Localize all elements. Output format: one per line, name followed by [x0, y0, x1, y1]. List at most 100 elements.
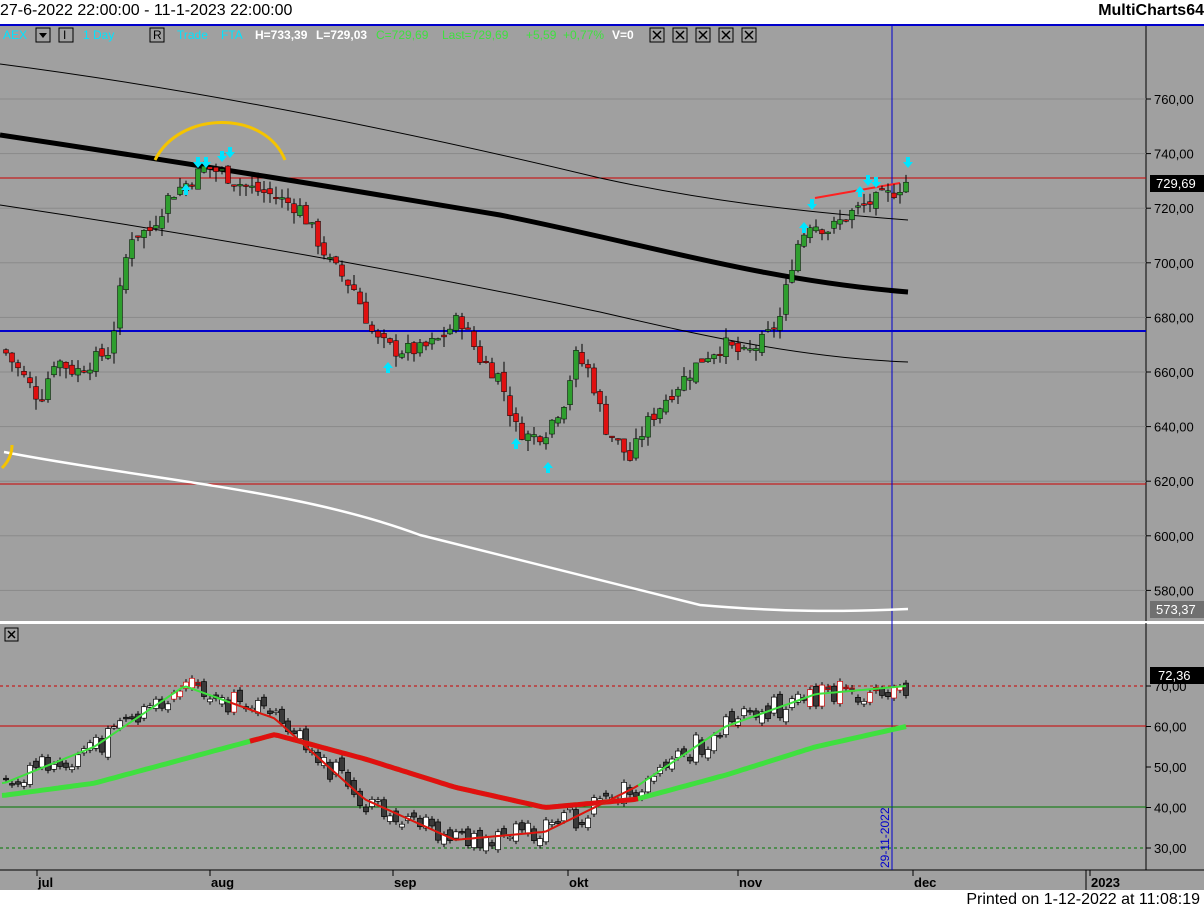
- candle-body[interactable]: [603, 403, 609, 435]
- candle-body[interactable]: [831, 220, 837, 229]
- candle-body[interactable]: [543, 437, 549, 445]
- candle-body[interactable]: [807, 227, 813, 239]
- close-icon[interactable]: [698, 30, 708, 40]
- range-icon-box[interactable]: [149, 27, 165, 43]
- candle-body[interactable]: [75, 368, 81, 376]
- candle-body[interactable]: [189, 184, 195, 187]
- candle-body[interactable]: [783, 284, 789, 315]
- toolbar-close-box[interactable]: [718, 27, 734, 43]
- candle-body[interactable]: [837, 219, 843, 225]
- candle-body[interactable]: [327, 257, 333, 260]
- candle-body[interactable]: [333, 256, 339, 264]
- candle-body[interactable]: [471, 331, 477, 347]
- candle-body[interactable]: [879, 188, 885, 191]
- indicator-close-box[interactable]: [4, 627, 19, 642]
- toolbar-close-box[interactable]: [741, 27, 757, 43]
- candle-body[interactable]: [591, 367, 597, 394]
- candle-body[interactable]: [297, 205, 303, 216]
- candle-body[interactable]: [897, 191, 903, 196]
- candle-body[interactable]: [45, 378, 51, 400]
- candle-body[interactable]: [15, 362, 21, 369]
- candle-body[interactable]: [159, 216, 165, 229]
- close-icon[interactable]: [744, 30, 754, 40]
- candle-body[interactable]: [597, 391, 603, 405]
- candle-body[interactable]: [657, 408, 663, 419]
- candle-body[interactable]: [843, 219, 849, 222]
- candle-body[interactable]: [585, 364, 591, 369]
- candle-body[interactable]: [117, 285, 123, 329]
- candle-body[interactable]: [315, 220, 321, 247]
- candle-body[interactable]: [501, 371, 507, 392]
- candle-body[interactable]: [483, 360, 489, 363]
- candle-body[interactable]: [129, 239, 135, 259]
- candle-body[interactable]: [723, 337, 729, 357]
- candle-body[interactable]: [747, 348, 753, 351]
- candle-body[interactable]: [573, 350, 579, 380]
- candle-body[interactable]: [477, 346, 483, 363]
- candle-body[interactable]: [753, 348, 759, 351]
- candle-body[interactable]: [57, 360, 63, 369]
- candle-body[interactable]: [291, 203, 297, 214]
- candle-body[interactable]: [213, 167, 219, 172]
- candle-body[interactable]: [99, 348, 105, 357]
- candle-body[interactable]: [423, 341, 429, 347]
- candle-body[interactable]: [225, 165, 231, 184]
- toolbar-close-icons[interactable]: [649, 27, 757, 43]
- candle-body[interactable]: [699, 358, 705, 363]
- candle-body[interactable]: [513, 413, 519, 422]
- candle-body[interactable]: [201, 165, 207, 173]
- candle-body[interactable]: [135, 235, 141, 238]
- interval-icon-box[interactable]: [58, 27, 74, 43]
- chart-canvas[interactable]: AEX I 1 Day R Trade FTA H=733,39 L=729,0…: [0, 24, 1204, 892]
- candle-body[interactable]: [855, 205, 861, 208]
- toolbar-close-box[interactable]: [672, 27, 688, 43]
- candle-body[interactable]: [885, 190, 891, 193]
- candle-body[interactable]: [795, 243, 801, 272]
- candle-body[interactable]: [609, 435, 615, 438]
- candle-body[interactable]: [141, 230, 147, 238]
- candle-body[interactable]: [645, 416, 651, 438]
- candle-body[interactable]: [531, 434, 537, 438]
- candle-body[interactable]: [489, 362, 495, 379]
- candle-body[interactable]: [33, 386, 39, 400]
- candle-body[interactable]: [345, 279, 351, 286]
- candle-body[interactable]: [693, 362, 699, 383]
- candle-body[interactable]: [525, 433, 531, 441]
- candle-body[interactable]: [381, 333, 387, 339]
- candle-body[interactable]: [405, 343, 411, 354]
- candle-body[interactable]: [615, 438, 621, 441]
- close-icon[interactable]: [675, 30, 685, 40]
- candle-body[interactable]: [375, 331, 381, 338]
- interval-label[interactable]: 1 Day: [83, 28, 114, 42]
- candle-body[interactable]: [177, 186, 183, 195]
- candle-body[interactable]: [429, 338, 435, 345]
- candle-body[interactable]: [711, 354, 717, 359]
- candle-body[interactable]: [873, 192, 879, 209]
- candle-body[interactable]: [867, 201, 873, 205]
- indicator-panel-bg[interactable]: [0, 624, 1146, 870]
- candle-body[interactable]: [639, 436, 645, 440]
- candle-body[interactable]: [369, 324, 375, 332]
- candle-body[interactable]: [231, 184, 237, 187]
- close-icon[interactable]: [721, 30, 731, 40]
- candle-body[interactable]: [363, 301, 369, 324]
- candle-body[interactable]: [633, 438, 639, 459]
- candle-body[interactable]: [309, 222, 315, 225]
- candle-body[interactable]: [735, 342, 741, 352]
- candle-body[interactable]: [759, 334, 765, 353]
- candle-body[interactable]: [219, 168, 225, 171]
- candle-body[interactable]: [447, 328, 453, 335]
- candle-body[interactable]: [861, 203, 867, 206]
- candle-body[interactable]: [495, 373, 501, 382]
- indicator-axis-bg[interactable]: [1146, 624, 1204, 870]
- candle-body[interactable]: [387, 338, 393, 343]
- candle-body[interactable]: [849, 210, 855, 221]
- candle-body[interactable]: [69, 364, 75, 375]
- candle-body[interactable]: [627, 450, 633, 461]
- candle-body[interactable]: [825, 231, 831, 234]
- candle-body[interactable]: [303, 205, 309, 225]
- candle-body[interactable]: [729, 341, 735, 346]
- candle-body[interactable]: [579, 352, 585, 365]
- candle-body[interactable]: [81, 370, 87, 373]
- candle-body[interactable]: [549, 419, 555, 435]
